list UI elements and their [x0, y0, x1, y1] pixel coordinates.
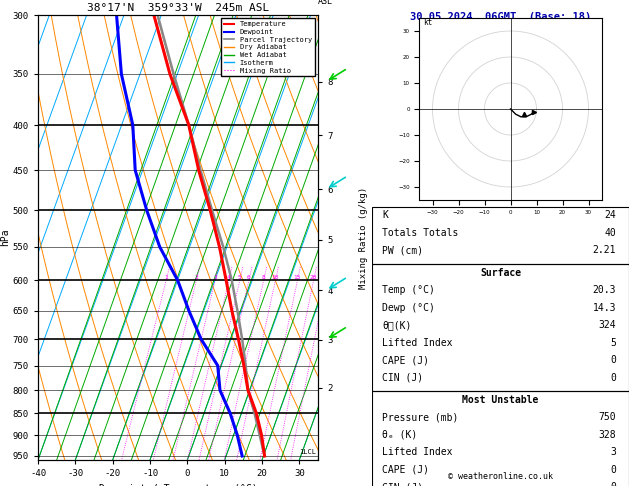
Legend: Temperature, Dewpoint, Parcel Trajectory, Dry Adiabat, Wet Adiabat, Isotherm, Mi: Temperature, Dewpoint, Parcel Trajectory… — [221, 18, 314, 76]
Text: 3: 3 — [610, 448, 616, 457]
Text: km
ASL: km ASL — [318, 0, 333, 6]
Text: 0: 0 — [610, 373, 616, 382]
Text: 10: 10 — [272, 275, 279, 280]
X-axis label: Dewpoint / Temperature (°C): Dewpoint / Temperature (°C) — [99, 484, 257, 486]
Text: 40: 40 — [604, 228, 616, 238]
Text: CIN (J): CIN (J) — [382, 483, 423, 486]
Text: 5: 5 — [238, 275, 242, 280]
Text: 0: 0 — [610, 465, 616, 475]
Text: 24: 24 — [604, 210, 616, 220]
Text: CIN (J): CIN (J) — [382, 373, 423, 382]
Y-axis label: hPa: hPa — [0, 229, 10, 246]
Text: 6: 6 — [247, 275, 251, 280]
Bar — [372, 207, 629, 264]
Text: Totals Totals: Totals Totals — [382, 228, 459, 238]
Text: 30.05.2024  06GMT  (Base: 18): 30.05.2024 06GMT (Base: 18) — [410, 12, 591, 22]
Text: 8: 8 — [262, 275, 265, 280]
Text: 5: 5 — [610, 338, 616, 347]
Text: θₑ (K): θₑ (K) — [382, 430, 418, 440]
Text: 15: 15 — [294, 275, 301, 280]
Text: Most Unstable: Most Unstable — [462, 395, 538, 405]
Bar — [372, 391, 629, 486]
Text: CAPE (J): CAPE (J) — [382, 355, 429, 365]
Text: Surface: Surface — [480, 268, 521, 278]
Text: 1LCL: 1LCL — [299, 449, 316, 455]
Bar — [372, 264, 629, 391]
Text: 20.3: 20.3 — [593, 285, 616, 295]
Text: 20: 20 — [310, 275, 318, 280]
Text: 2.21: 2.21 — [593, 245, 616, 255]
Text: Lifted Index: Lifted Index — [382, 338, 453, 347]
Text: 2: 2 — [194, 275, 198, 280]
Text: Pressure (mb): Pressure (mb) — [382, 413, 459, 422]
Text: 4: 4 — [227, 275, 231, 280]
Text: K: K — [382, 210, 388, 220]
Text: Dewp (°C): Dewp (°C) — [382, 303, 435, 312]
Text: 0: 0 — [610, 483, 616, 486]
Text: kt: kt — [423, 18, 432, 27]
Text: θᴇ(K): θᴇ(K) — [382, 320, 411, 330]
Text: Lifted Index: Lifted Index — [382, 448, 453, 457]
Text: 14.3: 14.3 — [593, 303, 616, 312]
Text: 324: 324 — [599, 320, 616, 330]
Text: Mixing Ratio (g/kg): Mixing Ratio (g/kg) — [359, 187, 369, 289]
Text: © weatheronline.co.uk: © weatheronline.co.uk — [448, 472, 553, 481]
Text: 750: 750 — [599, 413, 616, 422]
Text: 0: 0 — [610, 355, 616, 365]
Text: Temp (°C): Temp (°C) — [382, 285, 435, 295]
Text: PW (cm): PW (cm) — [382, 245, 423, 255]
Text: 3: 3 — [213, 275, 217, 280]
Text: 328: 328 — [599, 430, 616, 440]
Title: 38°17'N  359°33'W  245m ASL: 38°17'N 359°33'W 245m ASL — [87, 3, 269, 13]
Text: 1: 1 — [164, 275, 168, 280]
Text: CAPE (J): CAPE (J) — [382, 465, 429, 475]
